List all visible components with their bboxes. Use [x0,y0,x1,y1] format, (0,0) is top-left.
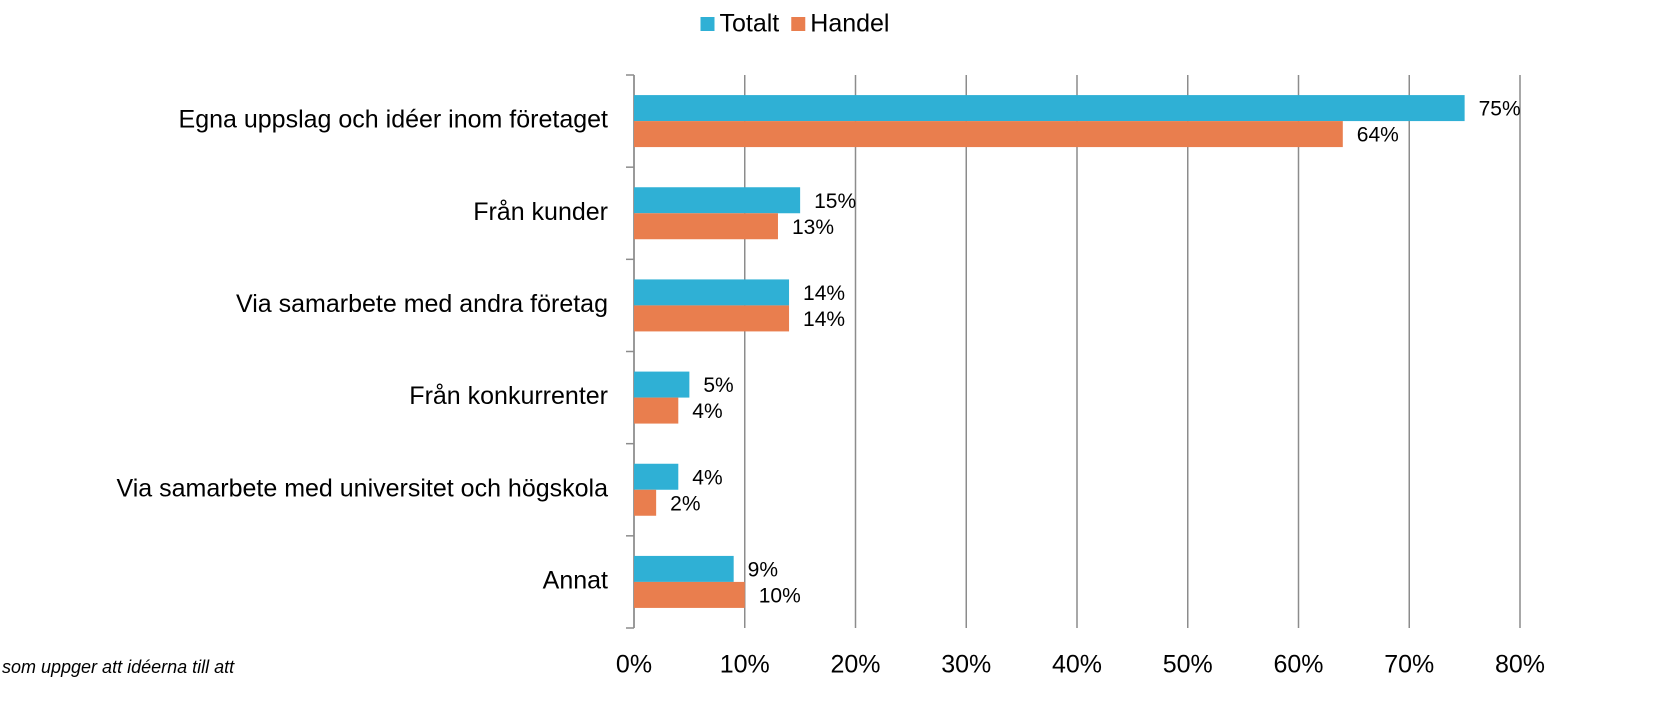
bar [634,463,679,490]
data-label: 14% [803,308,845,331]
x-tick-label: 70% [1384,651,1434,679]
x-tick-label: 0% [616,651,652,679]
x-tick-label: 80% [1495,651,1545,679]
x-tick-label: 20% [830,651,880,679]
data-label: 75% [1479,98,1521,121]
category-label: Annat [543,567,608,595]
bar [634,371,690,398]
x-tick-label: 60% [1273,651,1323,679]
bar [634,555,734,582]
data-label: 9% [748,558,778,581]
bar [634,187,801,214]
legend-swatch [791,17,806,31]
bar [634,213,778,240]
bar [634,95,1465,122]
data-label: 5% [703,374,733,397]
data-label: 4% [692,400,722,423]
bar [634,489,657,516]
x-tick-label: 50% [1163,651,1213,679]
category-label: Egna uppslag och idéer inom företaget [179,106,609,134]
data-label: 10% [759,584,801,607]
legend-swatch [700,17,715,31]
data-label: 64% [1357,124,1399,147]
data-label: 13% [792,216,834,239]
data-label: 4% [692,466,722,489]
category-label: Från kunder [473,198,608,226]
data-label: 15% [814,190,856,213]
x-tick-label: 40% [1052,651,1102,679]
bar [634,279,790,306]
legend-label: Handel [810,10,889,38]
bar [634,581,745,608]
data-label: 14% [803,282,845,305]
bar [634,305,790,332]
category-label: Via samarbete med universitet och högsko… [117,474,609,502]
legend-label: Totalt [720,10,780,38]
bar [634,397,679,424]
x-tick-label: 10% [720,651,770,679]
data-label: 2% [670,492,700,515]
category-label: Från konkurrenter [409,382,608,410]
x-tick-label: 30% [941,651,991,679]
footnote: som uppger att idéerna till att [2,657,235,677]
bar [634,121,1343,148]
category-label: Via samarbete med andra företag [236,290,608,318]
